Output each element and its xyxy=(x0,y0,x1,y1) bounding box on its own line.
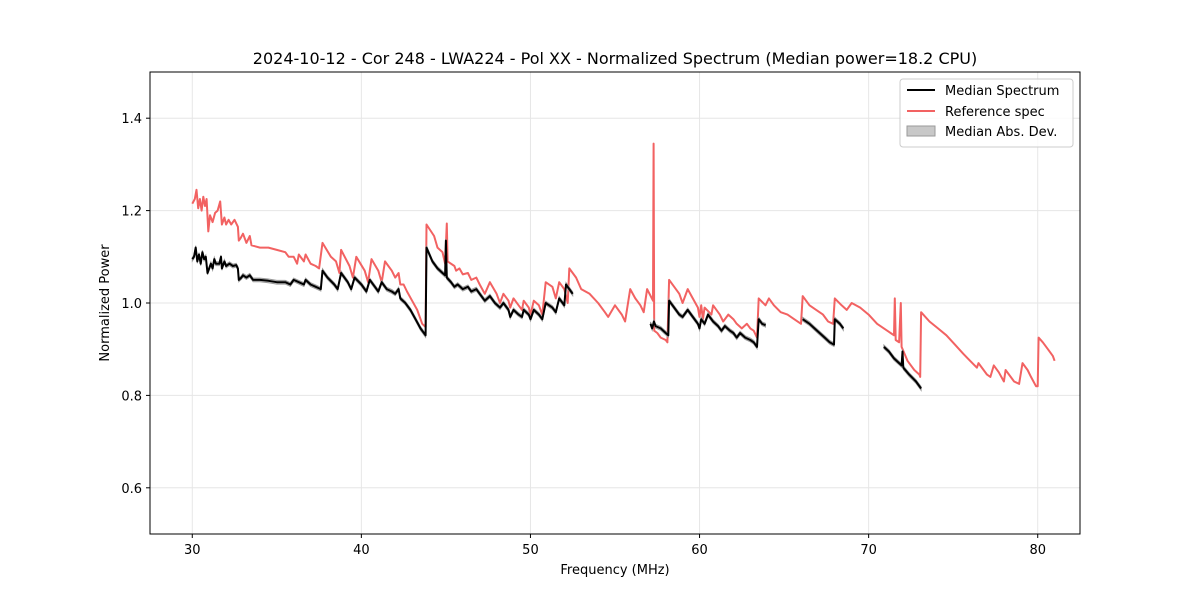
chart-title: 2024-10-12 - Cor 248 - LWA224 - Pol XX -… xyxy=(253,49,977,68)
median-abs-dev-band xyxy=(802,316,844,348)
legend-box xyxy=(899,78,1074,148)
axis-ticks: 30 40 50 60 70 80 0.6 0.8 1.0 1.2 1.4 xyxy=(121,112,1046,558)
x-tick-label: 30 xyxy=(184,543,201,558)
y-tick-label: 1.4 xyxy=(121,112,142,127)
x-tick-label: 70 xyxy=(860,543,877,558)
median-spectrum-line xyxy=(649,299,766,348)
y-tick-label: 0.8 xyxy=(121,389,142,404)
legend-reference-label: Reference spec xyxy=(945,105,1045,120)
y-axis-label: Normalized Power xyxy=(98,244,113,362)
x-tick-label: 50 xyxy=(522,543,539,558)
x-tick-label: 40 xyxy=(353,543,370,558)
legend-mad-label: Median Abs. Dev. xyxy=(945,125,1057,140)
median-spectrum-line xyxy=(191,239,574,337)
y-tick-label: 1.2 xyxy=(121,205,142,220)
median-abs-dev-band xyxy=(191,238,574,339)
median-spectrum-line xyxy=(883,346,922,390)
plot-data xyxy=(191,142,1056,392)
legend-median-label: Median Spectrum xyxy=(945,84,1059,99)
y-tick-label: 1.0 xyxy=(121,297,142,312)
y-tick-label: 0.6 xyxy=(121,482,142,497)
legend-mad-swatch xyxy=(906,125,936,137)
legend: Median Spectrum Reference spec Median Ab… xyxy=(899,78,1074,148)
median-spectrum-line xyxy=(802,318,845,346)
x-axis-label: Frequency (MHz) xyxy=(560,563,669,578)
x-tick-label: 60 xyxy=(691,543,708,558)
reference-spec-line xyxy=(191,142,1056,388)
x-tick-label: 80 xyxy=(1029,543,1046,558)
